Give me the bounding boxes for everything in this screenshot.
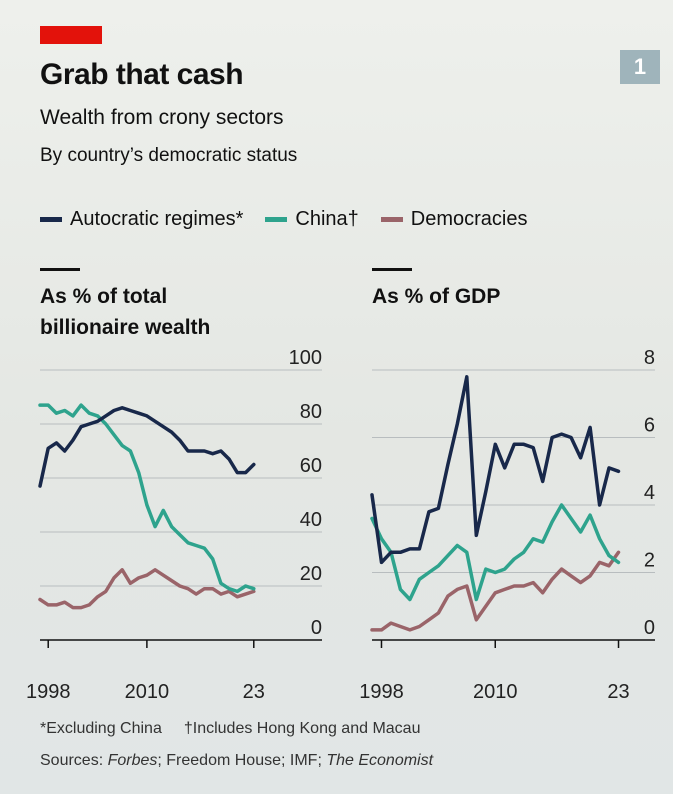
left-y-tick-label-1: 80 (300, 401, 322, 423)
legend-item-china: China† (265, 208, 359, 231)
right-panel-rule (372, 268, 412, 271)
footnote-excluding-china: *Excluding China (40, 720, 162, 737)
chart-number-badge: 1 (620, 50, 660, 84)
sources-prefix: Sources: (40, 752, 108, 769)
left-y-tick-label-4: 20 (300, 563, 322, 585)
right-series-line-autocratic (370, 375, 621, 565)
left-panel-title-line1: As % of total (40, 285, 168, 308)
left-x-tick-label-1: 2010 (125, 681, 170, 703)
left-y-tick-label-5: 0 (311, 617, 322, 639)
right-series-line-china (370, 503, 621, 602)
legend-item-autocratic: Autocratic regimes* (40, 208, 243, 231)
legend-swatch-democracies (380, 217, 403, 222)
chart-subtitle: Wealth from crony sectors (40, 106, 284, 129)
footnote: *Excluding China †Includes Hong Kong and … (40, 720, 420, 738)
chart-subtitle-secondary: By country’s democratic status (40, 145, 298, 166)
left-y-tick-label-0: 100 (289, 347, 322, 369)
legend-swatch-china (265, 217, 288, 222)
right-x-tick-label-0: 1998 (359, 681, 404, 703)
left-panel-title: As % of total billionaire wealth (40, 281, 210, 343)
red-tag-accent (40, 26, 102, 44)
sources-middle: ; Freedom House; IMF; (157, 752, 327, 769)
left-y-tick-label-2: 60 (300, 455, 322, 477)
right-x-tick-label-2: 23 (607, 681, 629, 703)
left-series-line-democracies (38, 568, 256, 610)
right-y-tick-label-4: 0 (644, 617, 655, 639)
legend: Autocratic regimes* China† Democracies (40, 208, 550, 231)
sources-economist: The Economist (326, 752, 434, 769)
legend-swatch-autocratic (40, 217, 62, 222)
legend-label-china: China† (295, 208, 359, 230)
left-panel-rule (40, 268, 80, 271)
right-y-tick-label-0: 8 (644, 347, 655, 369)
legend-item-democracies: Democracies (380, 208, 528, 231)
footnote-includes-hk-macau: †Includes Hong Kong and Macau (183, 720, 421, 737)
right-x-tick-label-1: 2010 (473, 681, 518, 703)
left-x-tick-label-0: 1998 (26, 681, 71, 703)
left-y-tick-label-3: 40 (300, 509, 322, 531)
right-panel-title: As % of GDP (372, 285, 501, 308)
left-series-line-china (38, 403, 256, 594)
left-x-tick-label-2: 23 (243, 681, 265, 703)
right-y-tick-label-2: 4 (644, 482, 655, 504)
left-series-line-autocratic (38, 406, 256, 488)
legend-label-democracies: Democracies (410, 208, 528, 230)
chart-title: Grab that cash (40, 58, 244, 91)
right-series-line-democracies (370, 550, 621, 632)
sources-forbes: Forbes (107, 752, 158, 769)
sources-line: Sources: Forbes; Freedom House; IMF; The… (40, 752, 433, 770)
right-y-tick-label-1: 6 (644, 415, 655, 437)
right-y-tick-label-3: 2 (644, 550, 655, 572)
legend-label-autocratic: Autocratic regimes* (70, 208, 244, 230)
left-panel-title-line2: billionaire wealth (40, 316, 211, 339)
